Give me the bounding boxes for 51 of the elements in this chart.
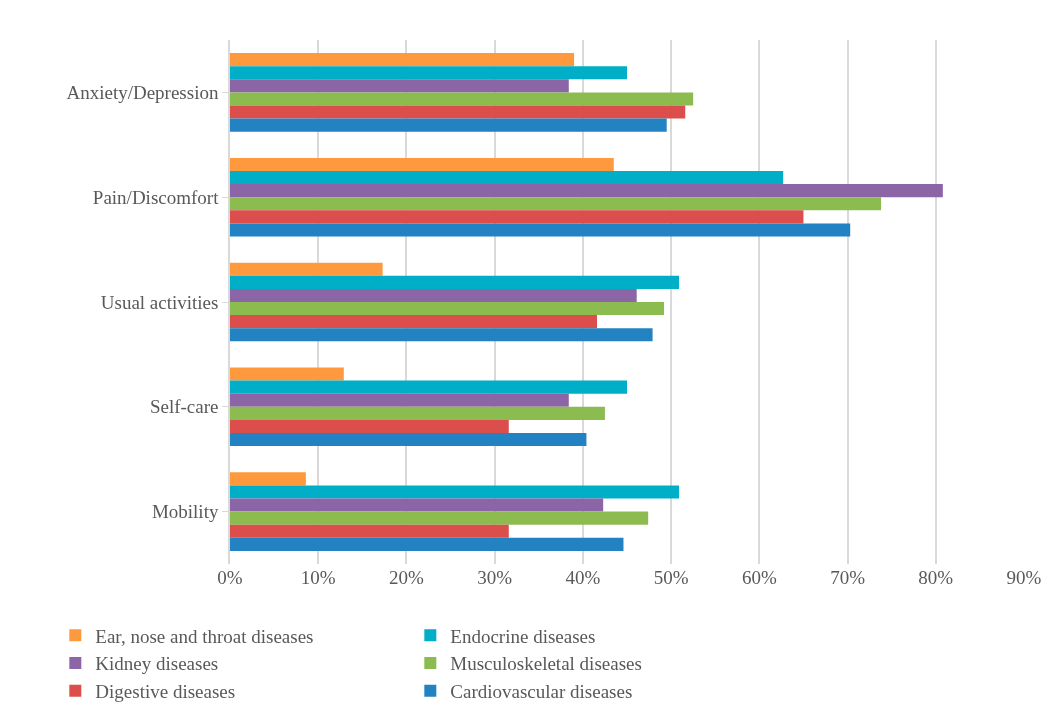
- bar: [230, 393, 569, 407]
- x-tick-label: 70%: [830, 567, 866, 588]
- legend-label: Ear, nose and throat diseases: [95, 625, 314, 647]
- x-tick-label: 50%: [653, 567, 689, 588]
- bar: [230, 524, 509, 538]
- bar: [230, 171, 784, 185]
- bar: [230, 197, 882, 211]
- legend-label: Digestive diseases: [95, 681, 236, 703]
- x-tick-label: 10%: [300, 567, 336, 588]
- legend-label: Kidney diseases: [95, 653, 219, 675]
- bar: [230, 511, 649, 525]
- bar: [230, 485, 680, 499]
- bar: [230, 53, 575, 67]
- bar: [230, 328, 653, 342]
- bar: [230, 66, 627, 80]
- bar: [230, 537, 624, 551]
- bar: [230, 210, 804, 224]
- bar: [230, 498, 604, 512]
- x-tick-label: 90%: [1006, 567, 1042, 588]
- bar: [230, 105, 686, 119]
- bar: [230, 92, 694, 106]
- legend-label: Musculoskeletal diseases: [450, 653, 642, 675]
- bar: [230, 184, 943, 198]
- x-tick-label: 80%: [918, 567, 954, 588]
- bar: [230, 157, 614, 171]
- x-tick-label: 20%: [389, 567, 425, 588]
- bar: [230, 302, 665, 316]
- y-tick-label: Usual activities: [100, 291, 219, 313]
- bar: [230, 288, 637, 302]
- bar: [230, 118, 667, 132]
- bar: [230, 367, 344, 381]
- bar: [230, 79, 569, 93]
- bar: [230, 223, 851, 237]
- x-tick-label: 40%: [565, 567, 601, 588]
- y-tick-label: Mobility: [151, 501, 219, 523]
- legend-label: Endocrine diseases: [450, 625, 596, 647]
- x-tick-label: 30%: [477, 567, 513, 588]
- bar: [230, 275, 680, 289]
- bar: [230, 380, 627, 394]
- bar: [230, 472, 306, 486]
- bar: [230, 433, 587, 447]
- y-tick-label: Anxiety/Depression: [66, 82, 219, 104]
- bar: [230, 262, 383, 276]
- bar: [230, 315, 597, 329]
- x-tick-label: 60%: [741, 567, 777, 588]
- x-tick-label: 0%: [217, 567, 243, 588]
- bar: [230, 419, 509, 433]
- y-tick-label: Self-care: [149, 396, 219, 418]
- y-tick-label: Pain/Discomfort: [92, 186, 220, 208]
- legend-label: Cardiovascular diseases: [450, 681, 633, 703]
- bar: [230, 406, 605, 420]
